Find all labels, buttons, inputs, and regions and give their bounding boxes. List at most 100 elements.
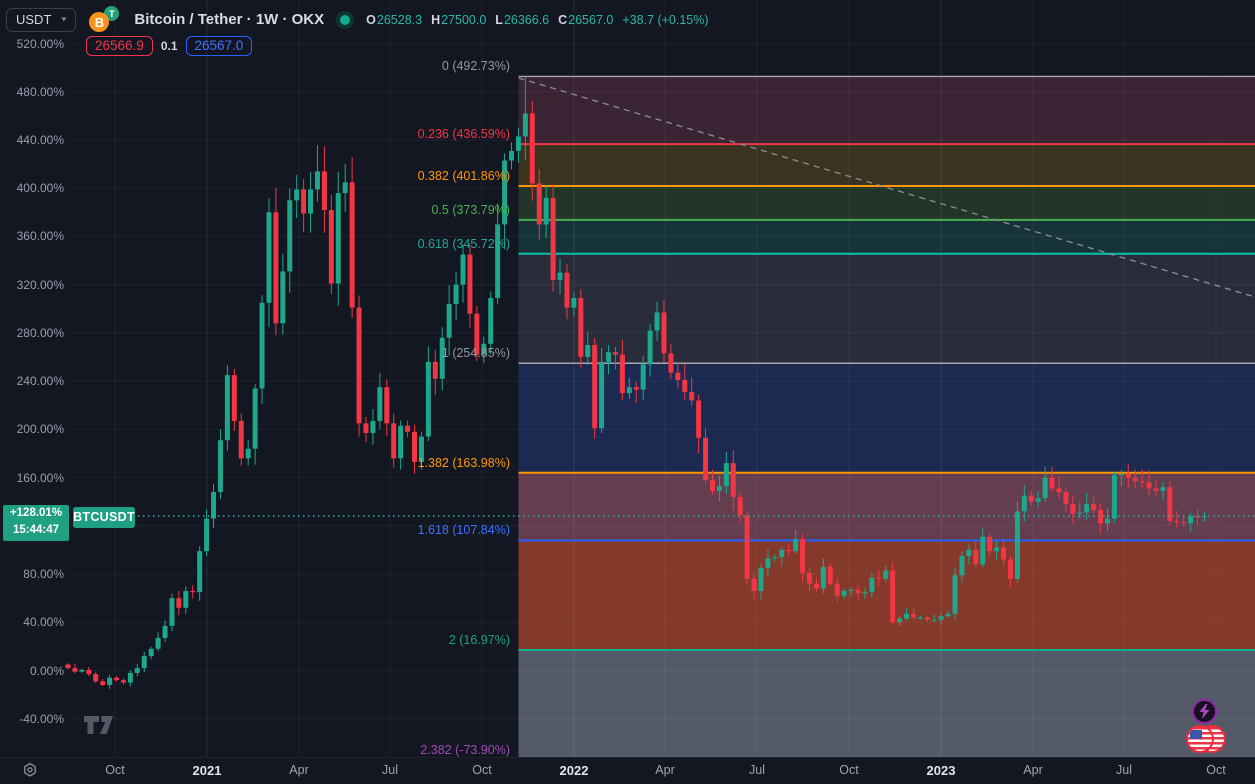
candle-body xyxy=(211,492,217,519)
candle-body xyxy=(980,536,986,565)
x-axis-label[interactable]: Jul xyxy=(382,763,398,777)
candle-body xyxy=(1056,488,1062,493)
candle-body xyxy=(536,183,542,225)
candle-body xyxy=(952,575,958,614)
candle-body xyxy=(689,392,695,401)
candle-body xyxy=(370,420,376,433)
candle-body xyxy=(481,343,487,355)
candle-body xyxy=(1042,477,1048,499)
candle-body xyxy=(134,668,140,673)
fib-trendline[interactable] xyxy=(518,77,1255,298)
candle-body xyxy=(1098,510,1104,524)
candle-body xyxy=(460,254,466,285)
tradingview-logo[interactable] xyxy=(84,716,114,738)
candle-body xyxy=(488,297,494,344)
fib-level-label-0: 0 (492.73%) xyxy=(441,59,510,74)
candle-body xyxy=(807,572,813,584)
candle-body xyxy=(564,272,570,308)
candle-body xyxy=(114,677,120,681)
candle-body xyxy=(224,375,230,441)
x-axis-label[interactable]: 2022 xyxy=(559,763,589,778)
fib-level-label-1.618: 1.618 (107.84%) xyxy=(417,523,510,538)
candle-body xyxy=(654,312,660,331)
candle-body xyxy=(141,656,147,669)
fib-zone xyxy=(518,76,1255,145)
candle-body xyxy=(675,372,681,380)
candle-body xyxy=(772,557,778,559)
candle-body xyxy=(1181,522,1187,524)
y-axis-label: 40.00% xyxy=(23,615,64,630)
last-price-badge: +128.01% 15:44:47 xyxy=(3,505,69,541)
candle-body xyxy=(273,212,279,324)
y-axis-label: 240.00% xyxy=(16,374,64,389)
candle-body xyxy=(356,307,362,424)
candle-body xyxy=(800,539,806,573)
chart-title[interactable]: Bitcoin / Tether · 1W · OKX xyxy=(134,11,325,28)
candle-body xyxy=(904,613,910,619)
candle-body xyxy=(592,344,598,429)
candle-body xyxy=(682,379,688,393)
y-axis-label: 400.00% xyxy=(16,181,64,196)
boost-lightning-icon[interactable] xyxy=(1192,699,1217,724)
candle-body xyxy=(1084,504,1090,513)
x-axis-label[interactable]: 2021 xyxy=(192,763,222,778)
candle-body xyxy=(252,388,258,449)
candle-body xyxy=(217,440,223,493)
candle-body xyxy=(314,171,320,190)
x-axis-label[interactable]: 2023 xyxy=(926,763,956,778)
x-axis-label[interactable]: Jul xyxy=(1116,763,1132,777)
candle-body xyxy=(557,272,563,280)
candle-body xyxy=(959,555,965,576)
market-status-icon[interactable] xyxy=(336,10,355,29)
x-axis-label[interactable]: Oct xyxy=(105,763,125,777)
candle-body xyxy=(626,387,632,394)
sell-price-button[interactable]: 26566.9 xyxy=(86,36,153,56)
candle-body xyxy=(515,136,521,151)
candle-body xyxy=(945,613,951,617)
candle-body xyxy=(1077,512,1083,514)
us-flag-icon[interactable] xyxy=(1186,725,1214,753)
x-axis-label[interactable]: Jul xyxy=(749,763,765,777)
x-axis-label[interactable]: Oct xyxy=(1206,763,1226,777)
fib-level-label-2.382: 2.382 (-73.90%) xyxy=(420,742,510,757)
candle-body xyxy=(245,448,251,459)
price-change: +38.7 (+0.15%) xyxy=(622,12,709,27)
candle-body xyxy=(585,344,591,358)
x-axis-label[interactable]: Oct xyxy=(839,763,859,777)
candle-body xyxy=(668,353,674,373)
candle-body xyxy=(204,518,210,552)
candle-body xyxy=(93,674,99,682)
symbol-flag-badge[interactable]: BTCUSDT xyxy=(73,507,135,528)
x-axis-label[interactable]: Oct xyxy=(472,763,492,777)
time-scale[interactable]: Oct 2021 Apr Jul Oct 2022 Apr Jul Oct 2023 Apr Jul O… xyxy=(0,757,1255,784)
candle-body xyxy=(1105,518,1110,524)
candle-body xyxy=(987,536,993,552)
fib-zone xyxy=(518,253,1255,364)
fib-zone xyxy=(518,472,1255,541)
gear-icon[interactable] xyxy=(22,762,38,778)
candle-body xyxy=(813,583,819,589)
x-axis-label[interactable]: Apr xyxy=(655,763,675,777)
bar-countdown: 15:44:47 xyxy=(12,524,60,536)
currency-selector[interactable]: USDT ▾ xyxy=(6,7,77,32)
candle-body xyxy=(197,551,203,593)
candle-body xyxy=(439,337,445,379)
spread-value: 0.1 xyxy=(160,39,178,53)
candle-body xyxy=(86,669,92,675)
y-axis-label: 360.00% xyxy=(16,229,64,244)
y-axis-label: 280.00% xyxy=(16,325,64,340)
candle-body xyxy=(647,330,653,365)
candle-body xyxy=(100,681,106,685)
x-axis-label[interactable]: Apr xyxy=(289,763,309,777)
candle-body xyxy=(79,669,85,672)
candle-body xyxy=(377,387,383,421)
candle-body xyxy=(321,171,327,210)
candle-body xyxy=(1118,473,1124,476)
buy-price-button[interactable]: 26567.0 xyxy=(185,36,253,56)
x-axis-label[interactable]: Apr xyxy=(1023,763,1043,777)
candle-body xyxy=(425,361,431,437)
candle-body xyxy=(737,496,743,515)
candle-body xyxy=(820,566,826,589)
candle-body xyxy=(1007,559,1013,579)
